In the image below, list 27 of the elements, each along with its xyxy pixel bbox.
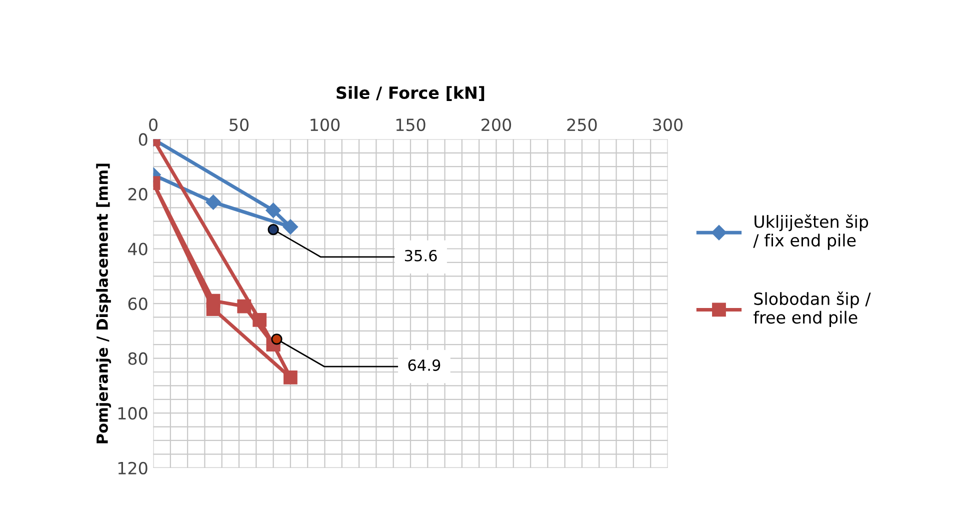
y-tick-label: 100: [118, 407, 148, 420]
x-tick-label: 300: [653, 118, 683, 132]
y-tick-label: 60: [128, 297, 148, 310]
y-axis-title: Pomjeranje / Displacement [mm]: [96, 164, 112, 444]
y-tick-label: 20: [128, 188, 148, 201]
legend-label: Slobodan šip / free end pile: [754, 291, 871, 327]
y-tick-label: 0: [138, 133, 148, 146]
x-tick-label: 0: [149, 118, 158, 132]
x-axis-title: Sile / Force [kN]: [336, 86, 484, 101]
point: [284, 370, 298, 384]
y-tick-label: 120: [118, 462, 148, 474]
point: [282, 219, 298, 234]
x-tick-label: 50: [230, 118, 249, 132]
x-tick-label: 200: [482, 118, 512, 132]
annotation: 35.6: [404, 250, 437, 262]
point: [206, 294, 220, 308]
point: [237, 299, 252, 314]
legend-label: Ukljiješten šip / fix end pile: [753, 214, 868, 250]
x-tick-label: 100: [310, 118, 340, 132]
annotation: 64.9: [408, 359, 440, 371]
point: [206, 194, 221, 210]
x-tick-label: 250: [567, 118, 597, 132]
y-tick-label: 40: [128, 242, 148, 256]
x-tick-label: 150: [396, 118, 426, 132]
y-tick-label: 80: [128, 352, 148, 365]
point: [266, 202, 281, 218]
point: [252, 313, 267, 327]
